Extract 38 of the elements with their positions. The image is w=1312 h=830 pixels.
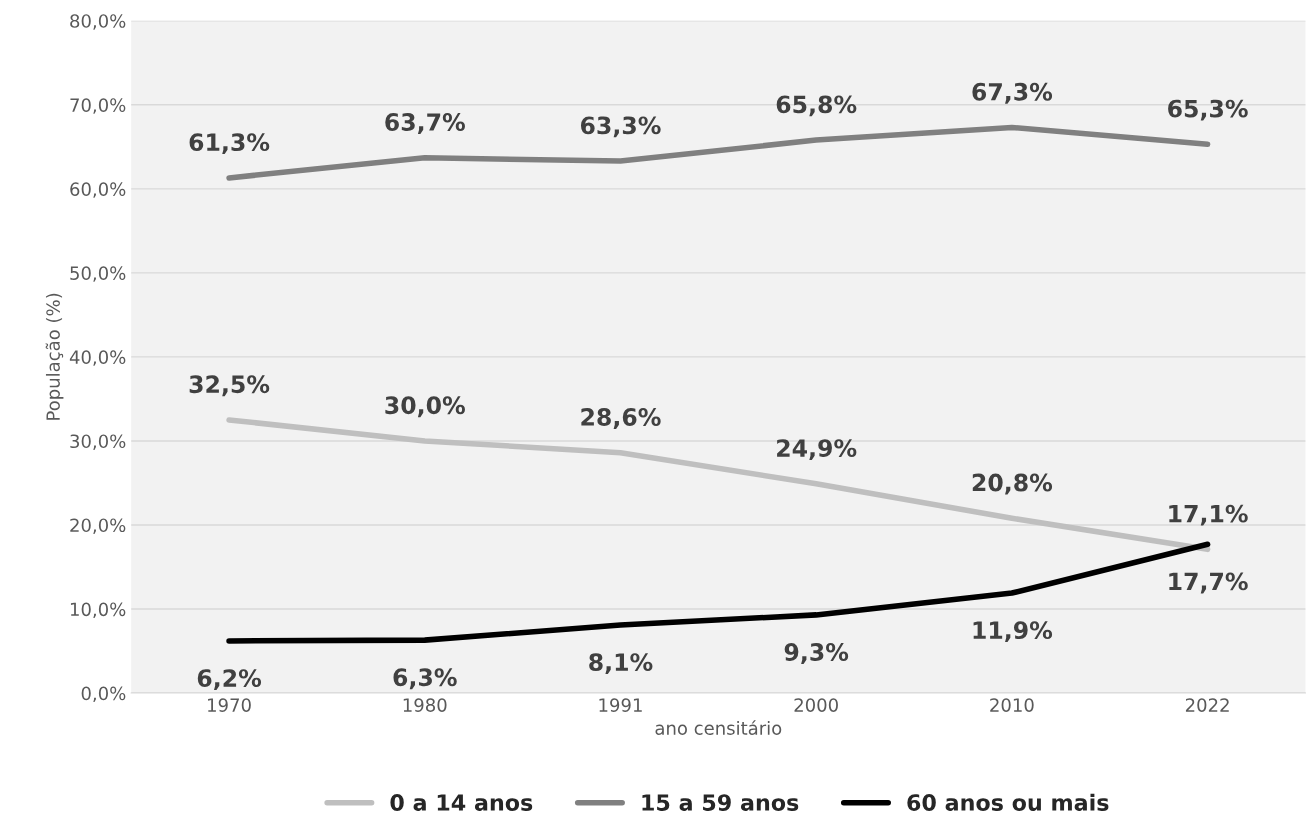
x-tick-label: 1980	[403, 698, 447, 712]
legend-label: 15 a 59 anos	[642, 794, 799, 811]
data-label: 24,9%	[777, 439, 857, 461]
data-label: 20,8%	[972, 473, 1053, 495]
legend-label: 60 anos ou mais	[907, 793, 1109, 811]
x-axis-title: ano censitário	[655, 720, 782, 735]
data-label: 32,5%	[189, 375, 270, 397]
x-tick-label: 2022	[1185, 698, 1229, 712]
x-tick-label: 1970	[208, 698, 251, 712]
y-tick-label: 80,0%	[70, 14, 126, 30]
y-axis-title: População (%)	[45, 293, 64, 420]
data-label: 65,8%	[776, 95, 857, 117]
y-tick-label: 60,0%	[70, 182, 126, 198]
y-tick-label: 30,0%	[70, 434, 126, 450]
data-label: 17,7%	[1169, 572, 1248, 594]
x-tick-label: 1991	[599, 698, 642, 712]
data-label: 9,3%	[784, 643, 849, 664]
legend-label: 0 a 14 anos	[390, 794, 533, 811]
data-label: 30,0%	[385, 396, 465, 418]
y-tick-label: 40,0%	[69, 350, 126, 366]
y-tick-label: 20,0%	[70, 518, 126, 534]
data-label: 8,1%	[589, 653, 653, 675]
data-label: 6,2%	[197, 669, 262, 691]
data-label: 63,3%	[580, 116, 661, 138]
data-label: 63,7%	[385, 113, 465, 134]
x-tick-label: 2010	[990, 698, 1034, 712]
data-label: 6,3%	[393, 668, 457, 690]
data-label: 65,3%	[1168, 99, 1248, 121]
y-tick-label: 50,0%	[70, 266, 126, 282]
y-tick-label: 70,0%	[70, 98, 126, 114]
data-label: 28,6%	[581, 408, 661, 429]
data-label: 11,9%	[973, 621, 1053, 643]
data-label: 61,3%	[189, 133, 270, 155]
x-tick-label: 2000	[794, 698, 838, 712]
y-tick-label: 0,0%	[81, 686, 126, 703]
data-label: 67,3%	[972, 82, 1053, 104]
y-tick-label: 10,0%	[70, 602, 126, 618]
data-label: 17,1%	[1169, 504, 1248, 526]
